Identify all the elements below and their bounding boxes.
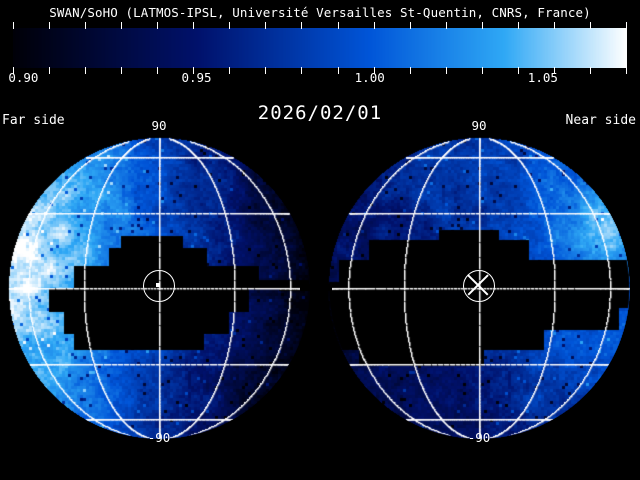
colorbar-tick (446, 22, 447, 29)
near-side-label: Near side (565, 113, 636, 128)
colorbar-tick (626, 22, 627, 29)
anti-solar-point-dot (156, 283, 161, 288)
colorbar-tick (13, 67, 14, 74)
colorbar-tick (518, 22, 519, 29)
colorbar-tick (265, 22, 266, 29)
colorbar-tick-label: 0.90 (8, 70, 39, 85)
colorbar-tick-label: 0.95 (181, 70, 212, 85)
colorbar-tick (157, 67, 158, 74)
colorbar-tick (121, 22, 122, 29)
near-side-south-pole-label: -90 (467, 430, 491, 445)
colorbar-tick (518, 67, 519, 74)
colorbar-tick-label: 1.00 (354, 70, 385, 85)
colorbar-tick (626, 67, 627, 74)
colorbar-tick (482, 22, 483, 29)
colorbar-tick (193, 67, 194, 74)
colorbar-tick (85, 67, 86, 74)
colorbar-tick (13, 22, 14, 29)
far-side-north-pole-label: 90 (151, 118, 167, 133)
colorbar-gradient (13, 28, 627, 68)
colorbar-tick (229, 22, 230, 29)
date-label: 2026/02/01 (257, 102, 383, 124)
colorbar-tick (338, 22, 339, 29)
colorbar-tick (265, 67, 266, 74)
colorbar-tick (157, 22, 158, 29)
colorbar-ticks-bottom (13, 67, 627, 74)
equator-mask-band (300, 284, 332, 291)
colorbar-tick (446, 67, 447, 74)
colorbar-tick (49, 67, 50, 74)
near-side-north-pole-label: 90 (471, 118, 487, 133)
colorbar-tick (590, 22, 591, 29)
colorbar (13, 22, 627, 74)
colorbar-tick (229, 67, 230, 74)
far-side-south-pole-label: -90 (147, 430, 171, 445)
colorbar-tick (482, 67, 483, 74)
colorbar-tick (49, 22, 50, 29)
colorbar-tick-labels: 0.90 0.95 1.00 1.05 (0, 70, 640, 86)
colorbar-tick (85, 22, 86, 29)
anti-solar-point-marker (143, 270, 175, 302)
solar-point-marker (463, 270, 495, 302)
colorbar-tick (374, 67, 375, 74)
colorbar-tick (554, 67, 555, 74)
colorbar-tick (410, 22, 411, 29)
colorbar-tick (590, 67, 591, 74)
colorbar-tick (554, 22, 555, 29)
page-title: SWAN/SoHO (LATMOS-IPSL, Université Versa… (49, 5, 591, 20)
colorbar-tick (410, 67, 411, 74)
colorbar-tick (301, 67, 302, 74)
colorbar-tick (121, 67, 122, 74)
colorbar-ticks-top (13, 22, 627, 29)
far-side-label: Far side (2, 113, 65, 128)
colorbar-tick (374, 22, 375, 29)
colorbar-tick-label: 1.05 (527, 70, 558, 85)
colorbar-tick (301, 22, 302, 29)
colorbar-tick (193, 22, 194, 29)
colorbar-tick (338, 67, 339, 74)
